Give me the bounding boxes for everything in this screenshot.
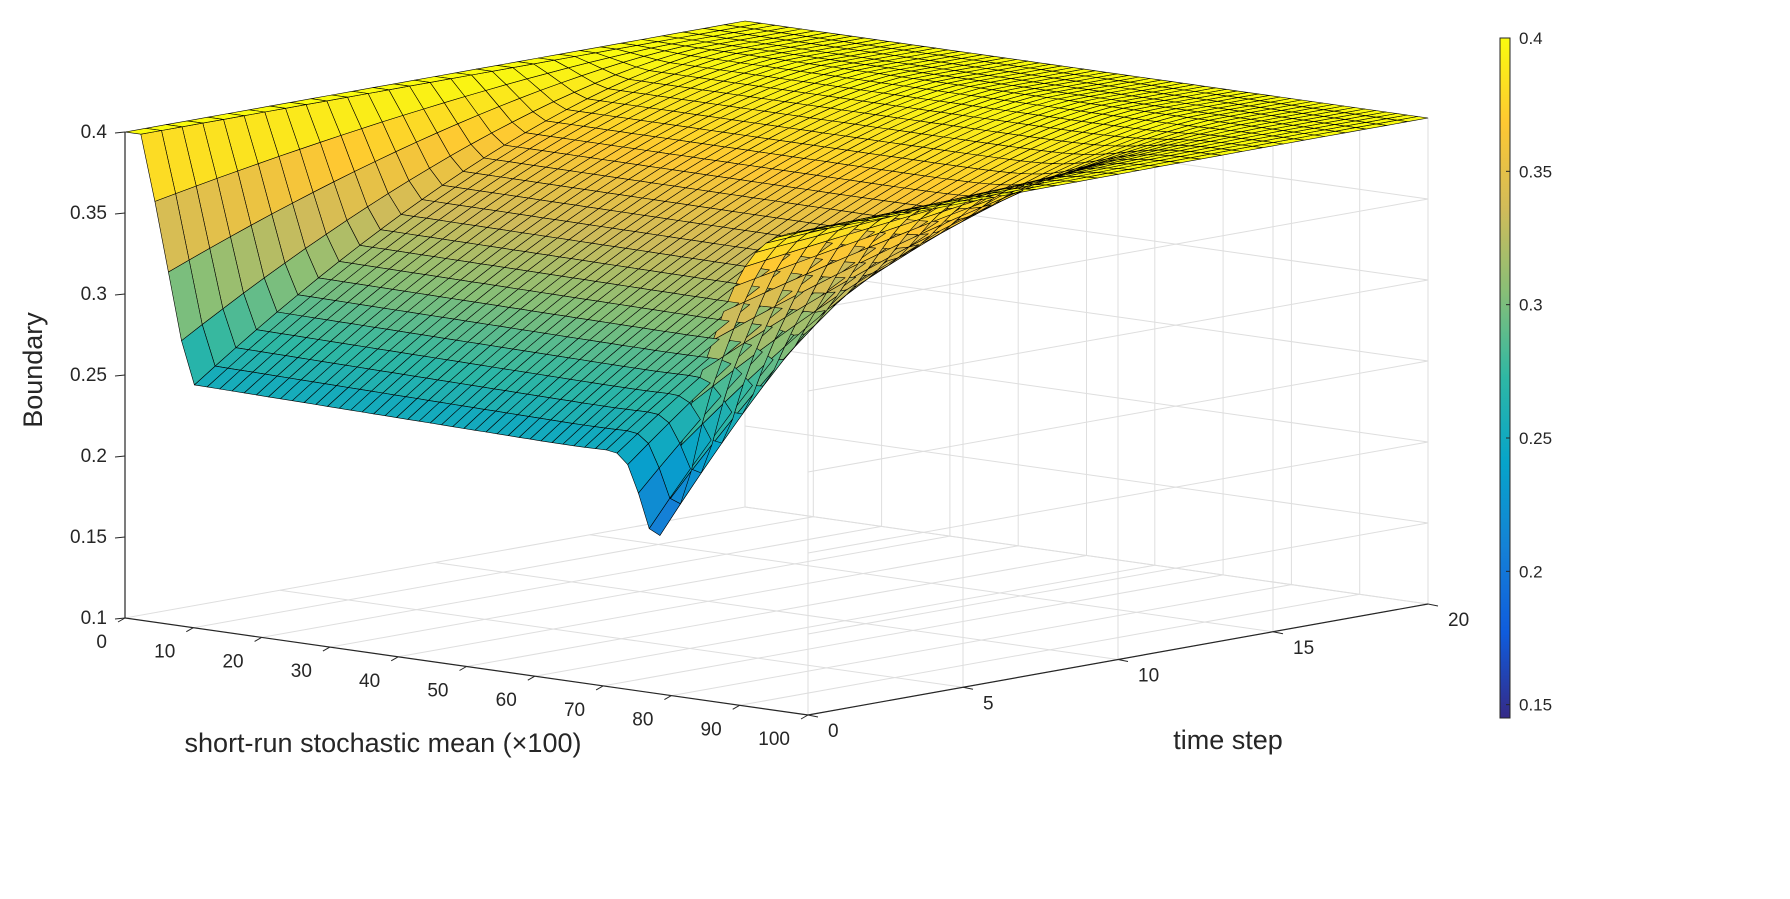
x-tick xyxy=(117,617,126,623)
y-tick-label: 0 xyxy=(828,721,839,742)
x-tick xyxy=(800,714,809,720)
x-axis-label: short-run stochastic mean (×100) xyxy=(185,728,582,758)
x-tick-label: 40 xyxy=(359,671,380,692)
z-tick-label: 0.35 xyxy=(70,203,107,224)
z-tick-label: 0.25 xyxy=(70,365,107,386)
z-tick xyxy=(114,212,126,215)
x-tick-label: 100 xyxy=(758,729,790,750)
z-tick xyxy=(114,536,126,539)
z-tick-label: 0.3 xyxy=(81,284,107,305)
surface-face xyxy=(124,128,162,135)
colorbar-tick-label: 0.2 xyxy=(1519,562,1543,581)
grid-line xyxy=(744,344,1429,443)
z-tick-label: 0.1 xyxy=(81,608,107,629)
x-tick xyxy=(527,675,536,681)
colorbar-tick-label: 0.35 xyxy=(1519,162,1552,181)
grid-line xyxy=(744,425,1429,524)
z-axis-label: Boundary xyxy=(18,312,48,428)
x-tick-label: 20 xyxy=(222,651,243,672)
z-tick xyxy=(114,617,126,620)
colorbar-gradient xyxy=(1499,37,1511,719)
z-tick xyxy=(114,455,126,458)
z-tick xyxy=(114,293,126,296)
x-tick-label: 60 xyxy=(496,690,517,711)
grid-line xyxy=(434,562,1119,660)
x-tick xyxy=(732,704,740,710)
x-tick xyxy=(459,666,467,671)
x-tick-label: 50 xyxy=(427,681,448,702)
x-tick-label: 80 xyxy=(632,710,653,731)
y-tick-label: 15 xyxy=(1293,638,1314,659)
axis-labels: 0.10.150.20.250.30.350.40 10 20 30 40 50 60 70 8… xyxy=(18,122,1469,758)
grid-line xyxy=(807,198,1429,311)
grid-line xyxy=(744,506,1429,605)
x-tick-label: 30 xyxy=(291,661,312,682)
y-tick-label: 5 xyxy=(983,693,994,714)
z-tick-label: 0.4 xyxy=(81,122,108,143)
y-tick-label: 10 xyxy=(1138,666,1159,687)
y-axis-label: time step xyxy=(1173,725,1283,755)
x-tick xyxy=(664,695,672,701)
grid-line xyxy=(589,534,1274,633)
y-tick xyxy=(962,686,974,690)
z-tick-label: 0.2 xyxy=(81,446,107,467)
z-tick xyxy=(114,374,126,377)
y-tick xyxy=(1272,631,1284,635)
x-tick-label: 90 xyxy=(701,719,722,740)
x-tick xyxy=(322,646,331,652)
grid-line xyxy=(807,441,1429,554)
colorbar-tick-label: 0.4 xyxy=(1519,29,1543,48)
y-tick xyxy=(807,714,819,718)
colorbar-tick-label: 0.25 xyxy=(1519,429,1552,448)
colorbar: 0.15 0.2 0.25 0.3 0.35 0.4 xyxy=(1499,29,1552,719)
z-tick-label: 0.15 xyxy=(70,527,107,548)
z-tick xyxy=(114,131,126,134)
x-tick-label: 10 xyxy=(154,642,175,663)
x-tick xyxy=(186,627,194,633)
y-tick xyxy=(1427,603,1439,607)
x-tick-label: 70 xyxy=(564,700,585,721)
x-tick xyxy=(254,636,262,642)
y-tick xyxy=(1117,659,1129,662)
grid-line xyxy=(807,360,1429,473)
grid-line xyxy=(807,279,1429,392)
colorbar-tick-label: 0.15 xyxy=(1519,696,1552,715)
grid-line xyxy=(807,522,1429,635)
y-tick-label: 20 xyxy=(1448,610,1469,631)
x-tick xyxy=(595,685,604,691)
colorbar-tick-label: 0.3 xyxy=(1519,296,1543,315)
grid-line xyxy=(279,589,964,688)
x-tick xyxy=(390,656,399,662)
x-tick-label: 0 xyxy=(96,632,107,653)
boundary-surface xyxy=(124,20,1429,536)
